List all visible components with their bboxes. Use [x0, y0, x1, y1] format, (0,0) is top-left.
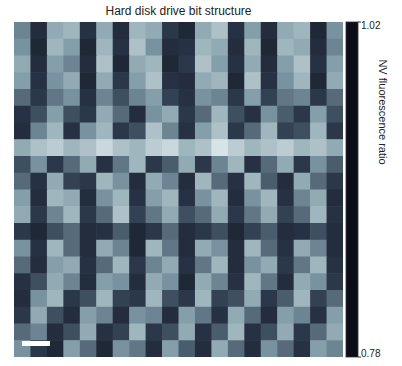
svg-text:Hard disk drive bit structure: Hard disk drive bit structure	[105, 4, 251, 18]
svg-text:NV fluorescence ratio: NV fluorescence ratio	[377, 59, 389, 164]
svg-text:0.78: 0.78	[361, 348, 381, 359]
svg-text:1.02: 1.02	[361, 20, 381, 31]
